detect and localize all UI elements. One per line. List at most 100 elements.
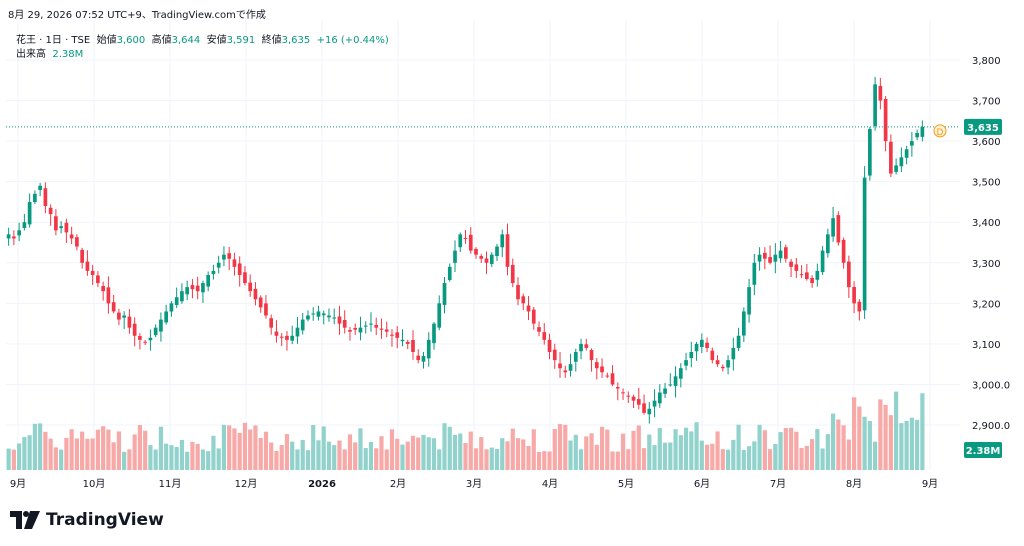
volume-bar: [242, 422, 248, 470]
candle-body: [757, 254, 762, 262]
candle-body: [48, 207, 53, 215]
x-tick-label: 9月: [10, 478, 26, 490]
volume-bar: [416, 437, 421, 470]
volume-bar: [158, 426, 164, 470]
candle-body: [185, 287, 190, 295]
volume-bar: [557, 424, 563, 470]
candle-body: [432, 323, 436, 344]
brand-name: TradingView: [46, 510, 164, 530]
candle-body: [741, 311, 746, 336]
price-tag-label: 3,635: [967, 123, 999, 134]
candle-body: [180, 291, 184, 302]
chart-timestamp: 8月 29, 2026 07:52 UTC+9、TradingView.comで…: [8, 10, 266, 21]
candle-body: [689, 352, 694, 359]
volume-bar: [421, 434, 426, 470]
volume-bar: [536, 451, 542, 470]
candle-body: [631, 396, 636, 401]
candle-body: [111, 302, 116, 312]
volume-bar: [374, 448, 379, 470]
volume-bar: [626, 449, 631, 470]
volume-bar: [494, 448, 500, 470]
volume-bar: [447, 426, 452, 470]
volume-bar: [395, 438, 400, 470]
volume-bar: [636, 425, 641, 470]
candle-body: [33, 193, 37, 203]
volume-bar: [59, 449, 64, 470]
volume-bar: [53, 447, 58, 470]
y-tick-label: 3,800: [972, 56, 1001, 67]
tradingview-logo[interactable]: TradingView: [10, 510, 164, 530]
candle-body: [358, 327, 363, 333]
volume-bar: [773, 444, 778, 470]
volume-bar: [368, 441, 374, 470]
candle-body: [915, 133, 919, 138]
volume-bar: [179, 439, 185, 470]
candle-body: [384, 329, 389, 332]
volume-bar: [568, 440, 573, 470]
symbol-label[interactable]: 花王 · 1日 · TSE: [16, 35, 91, 46]
candle-body: [805, 272, 809, 279]
candle-body: [694, 343, 699, 352]
x-tick-label: 4月: [542, 478, 558, 490]
low-label: 安値: [206, 35, 227, 46]
candle-body: [600, 366, 604, 373]
candle-body: [426, 339, 431, 359]
volume-bar: [694, 422, 699, 470]
candle-body: [516, 285, 520, 300]
volume-bar: [290, 441, 295, 470]
high-value: 3,644: [171, 35, 201, 46]
candle-body: [164, 311, 169, 323]
volume-bar: [358, 428, 363, 470]
volume-bar: [615, 451, 620, 470]
volume-bar: [384, 449, 389, 470]
dividend-marker[interactable]: [933, 124, 947, 138]
candle-body: [663, 388, 667, 394]
volume-bar: [620, 433, 626, 470]
candle-body: [505, 234, 510, 267]
candle-body: [510, 264, 515, 284]
volume-bar: [137, 425, 143, 470]
candle-body: [468, 234, 473, 251]
candle-body: [437, 303, 442, 328]
candle-body: [38, 185, 42, 191]
volume-bar: [342, 449, 347, 470]
candle-body: [657, 392, 662, 404]
candle-body: [101, 286, 105, 292]
candle-body: [106, 287, 111, 304]
candle-body: [327, 315, 331, 318]
candle-body: [96, 275, 100, 284]
candle-body: [862, 177, 867, 311]
candle-body: [647, 408, 652, 415]
candle-body: [216, 262, 221, 268]
close-label: 終値: [261, 35, 282, 46]
candle-body: [789, 261, 793, 267]
volume-bar: [909, 417, 914, 470]
volume-bar: [599, 426, 605, 470]
candle-body: [132, 323, 137, 336]
candle-body: [747, 287, 751, 315]
volume-bar: [337, 440, 342, 470]
candle-body: [248, 282, 253, 292]
candle-body: [752, 262, 757, 285]
candle-body: [153, 327, 158, 336]
volume-bar: [720, 449, 725, 470]
close-value: 3,635: [281, 35, 311, 46]
volume-bar: [489, 447, 494, 470]
volume-bar: [389, 429, 395, 470]
candle-body: [75, 237, 79, 247]
candle-body: [316, 311, 321, 317]
candle-body: [873, 84, 877, 127]
candle-body: [321, 313, 326, 316]
candle-body: [573, 352, 578, 362]
candle-body: [500, 234, 505, 248]
volume-bar: [573, 434, 578, 470]
candle-body: [715, 360, 720, 365]
volume-bar: [731, 439, 736, 470]
candle-body: [841, 239, 846, 263]
volume-bar: [458, 433, 463, 470]
volume-bar: [767, 449, 773, 470]
candle-body: [558, 363, 562, 369]
candle-body: [495, 246, 499, 257]
candle-body: [610, 373, 615, 385]
